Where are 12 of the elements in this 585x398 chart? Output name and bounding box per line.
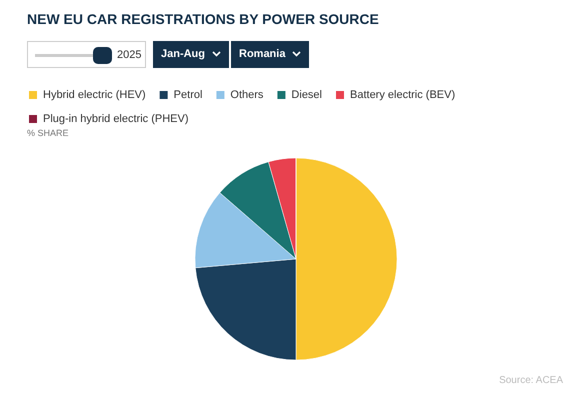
text: Romania	[239, 48, 286, 60]
text: % SHARE	[27, 128, 69, 138]
legend-label: Petrol	[174, 89, 202, 101]
legend-label: Plug-in hybrid electric (PHEV)	[43, 113, 188, 125]
legend-label: Hybrid electric (HEV)	[43, 89, 146, 101]
text: Jan-Aug	[161, 48, 205, 60]
legend-label: Diesel	[291, 89, 322, 101]
source-note: Source: ACEA	[499, 375, 563, 386]
legend-label: Others	[230, 89, 264, 101]
legend-label: Battery electric (BEV)	[350, 89, 456, 101]
chart-title: NEW EU CAR REGISTRATIONS BY POWER SOURCE	[27, 11, 379, 27]
slider: 2025	[27, 41, 146, 68]
